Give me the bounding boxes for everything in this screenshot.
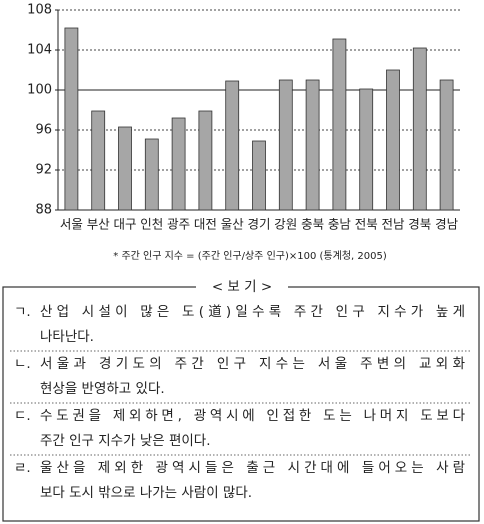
bar <box>332 38 347 211</box>
item-line: 울산을 제외한 광역시들은 출근 시간대에 들어오는 사람 <box>40 460 465 476</box>
bar <box>305 79 320 211</box>
bar <box>198 110 213 211</box>
y-tick-label: 104 <box>27 43 52 58</box>
x-tick-label: 전남 <box>381 217 405 232</box>
bar <box>412 47 427 211</box>
x-tick-label: 대구 <box>113 217 136 232</box>
bar <box>386 69 400 211</box>
item-line: 나타난다. <box>40 329 94 345</box>
y-tick-label: 96 <box>35 123 52 138</box>
x-tick-label: 전북 <box>355 217 378 232</box>
item-line: 주간 인구 지수가 낮은 편이다. <box>40 433 211 449</box>
bar <box>91 110 106 211</box>
y-tick-label: 92 <box>35 163 52 178</box>
box-title: < 보 기 > <box>212 279 272 295</box>
x-tick-label: 경북 <box>408 217 431 232</box>
x-tick-label: 부산 <box>87 217 111 232</box>
y-tick-label: 100 <box>27 83 52 98</box>
bar <box>359 88 374 211</box>
x-tick-label: 강원 <box>274 217 297 232</box>
bar <box>118 126 132 211</box>
item-line: 현상을 반영하고 있다. <box>40 381 165 397</box>
x-tick-label: 울산 <box>221 217 245 232</box>
item-line: 산업 시설이 많은 도(道)일수록 주간 인구 지수가 높게 <box>40 304 465 320</box>
title-bg <box>196 278 288 296</box>
item-line: 수도권을 제외하면, 광역시에 인접한 도는 나머지 도보다 <box>40 408 466 424</box>
x-tick-label: 경남 <box>435 217 459 232</box>
item-line: 보다 도시 밖으로 나가는 사람이 많다. <box>40 485 252 501</box>
item-label: ㄷ. <box>14 408 31 424</box>
bar <box>225 80 240 211</box>
bar <box>252 140 266 211</box>
footnote: * 주간 인구 지수 = (주간 인구/상주 인구)×100 (통계청, 200… <box>113 250 387 262</box>
bar <box>439 79 454 211</box>
item-label: ㄱ. <box>14 304 31 320</box>
x-tick-label: 경기 <box>247 217 270 232</box>
bar <box>171 117 186 211</box>
item-label: ㄴ. <box>14 356 31 372</box>
y-tick-label: 88 <box>35 203 52 218</box>
bar <box>278 79 293 211</box>
x-tick-label: 충남 <box>328 217 352 232</box>
bar <box>64 27 79 211</box>
x-tick-label: 광주 <box>167 217 190 232</box>
x-tick-label: 서울 <box>60 217 83 232</box>
bar <box>144 138 159 211</box>
y-tick-label: 108 <box>27 3 52 18</box>
x-tick-label: 인천 <box>140 217 163 232</box>
item-label: ㄹ. <box>14 460 31 476</box>
x-tick-label: 충북 <box>301 217 324 232</box>
item-line: 서울과 경기도의 주간 인구 지수는 서울 주변의 교외화 <box>40 356 465 372</box>
x-tick-label: 대전 <box>194 217 217 232</box>
